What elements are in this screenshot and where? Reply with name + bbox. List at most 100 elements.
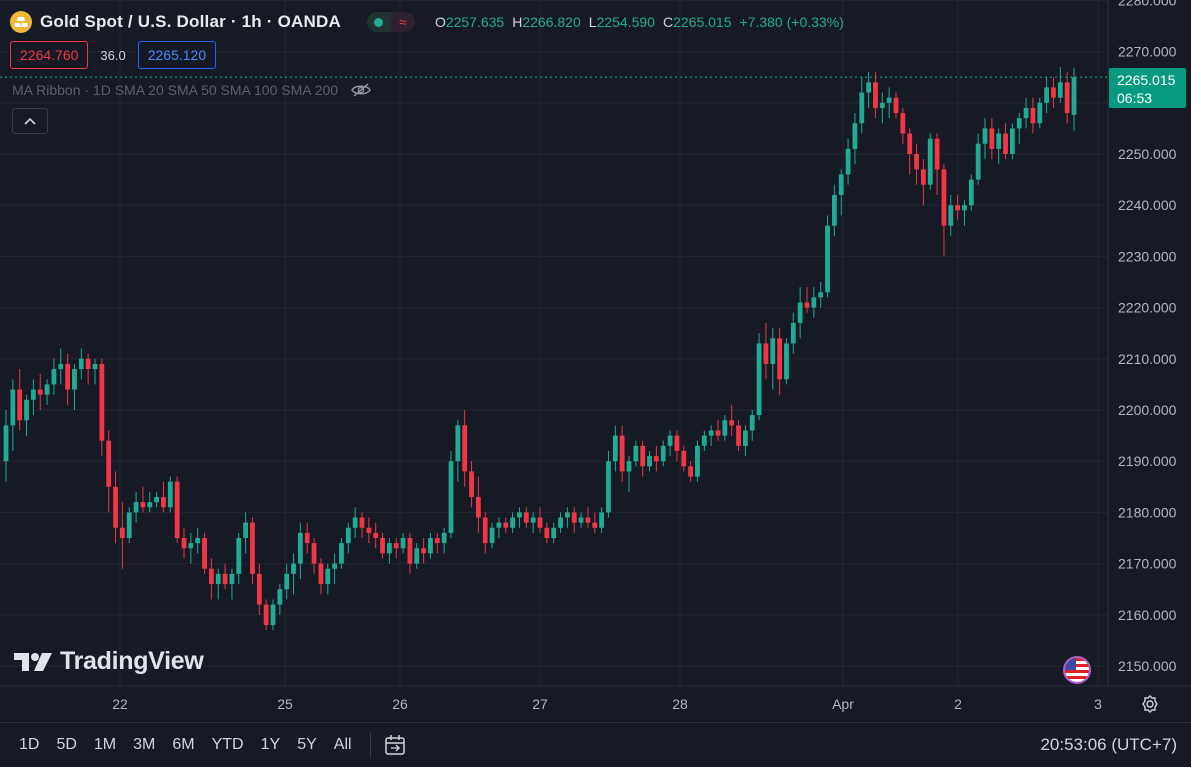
- sell-button[interactable]: 2264.760: [10, 41, 89, 69]
- candle-body: [907, 133, 913, 154]
- symbol-header: Gold Spot / U.S. Dollar · 1h · OANDA ≈ O…: [10, 10, 844, 34]
- candle-body: [174, 481, 180, 538]
- low-value: 2254.590: [596, 14, 655, 30]
- candle-body: [277, 589, 283, 605]
- candle-body: [653, 456, 659, 462]
- range-1m-button[interactable]: 1M: [93, 736, 117, 753]
- hide-eye-icon[interactable]: [350, 82, 372, 98]
- candle-body: [126, 512, 132, 538]
- candle-body: [962, 205, 967, 211]
- candle-body: [914, 154, 919, 170]
- candle-body: [58, 363, 64, 370]
- range-6m-button[interactable]: 6M: [172, 736, 195, 753]
- candle-body: [448, 461, 454, 533]
- spread-value: 36.0: [100, 47, 126, 63]
- candle-body: [770, 338, 776, 364]
- data-stream-icon[interactable]: ≈: [390, 12, 415, 32]
- candle-body: [640, 445, 646, 467]
- candle-body: [304, 532, 310, 544]
- candle-body: [1009, 128, 1015, 154]
- candle-body: [893, 97, 899, 114]
- open-value: 2257.635: [445, 14, 505, 30]
- candle-body: [311, 543, 317, 564]
- candle-body: [544, 527, 550, 538]
- us-flag-icon[interactable]: [1063, 656, 1091, 684]
- candle-body: [291, 563, 296, 574]
- candle-body: [900, 113, 906, 134]
- candle-body: [701, 435, 707, 446]
- date-range-icon[interactable]: [383, 733, 407, 757]
- candle-body: [24, 399, 29, 421]
- candle-body: [1003, 133, 1008, 154]
- range-5d-button[interactable]: 5D: [56, 736, 77, 753]
- candle-body: [1051, 87, 1056, 98]
- gear-icon[interactable]: [1140, 694, 1160, 714]
- x-tick-label: Apr: [832, 696, 854, 712]
- market-open-icon[interactable]: [366, 12, 391, 32]
- low-key: L: [588, 14, 597, 30]
- candle-body: [489, 527, 495, 544]
- candle-body: [229, 573, 235, 585]
- candle-body: [571, 512, 577, 523]
- price-chart[interactable]: 2150.000 2160.000 2170.000 2180.000 2190.000…: [0, 0, 1191, 722]
- range-1y-button[interactable]: 1Y: [260, 736, 281, 753]
- candle-body: [434, 538, 440, 544]
- range-5y-button[interactable]: 5Y: [297, 736, 317, 753]
- range-ytd-button[interactable]: YTD: [211, 736, 244, 753]
- candle-body: [352, 517, 358, 528]
- candle-body: [695, 445, 700, 477]
- candle-body: [188, 543, 194, 549]
- candle-body: [517, 512, 522, 518]
- collapse-legend-button[interactable]: [12, 108, 48, 134]
- candle-body: [879, 102, 885, 108]
- candle-body: [400, 538, 406, 549]
- candle-body: [167, 481, 173, 508]
- candle-body: [996, 133, 1002, 149]
- candle-body: [270, 604, 276, 626]
- candle-body: [968, 179, 974, 206]
- y-tick-label: 2240.000: [1118, 197, 1177, 213]
- candle-body: [78, 358, 84, 370]
- candle-body: [147, 502, 153, 508]
- buy-button[interactable]: 2265.120: [137, 41, 217, 69]
- candle-body: [140, 502, 146, 508]
- time-axis[interactable]: 22 25 26 27 28 Apr 2 3: [0, 685, 1191, 712]
- clock-timezone[interactable]: 20:53:06 (UTC+7): [1040, 735, 1177, 754]
- candle-body: [332, 563, 338, 569]
- candle-body: [729, 420, 735, 426]
- candle-body: [475, 497, 481, 518]
- symbol-title[interactable]: Gold Spot / U.S. Dollar · 1h · OANDA: [40, 12, 341, 31]
- candle-body: [674, 435, 680, 451]
- candle-body: [462, 425, 468, 472]
- indicator-legend[interactable]: MA Ribbon · 1D SMA 20 SMA 50 SMA 100 SMA…: [12, 82, 372, 98]
- candle-body: [113, 486, 118, 528]
- candle-body: [633, 445, 639, 462]
- candle-body: [873, 82, 878, 108]
- range-1d-button[interactable]: 1D: [19, 736, 40, 753]
- candle-body: [325, 568, 331, 585]
- candle-body: [708, 430, 714, 436]
- y-tick-label: 2200.000: [1118, 402, 1177, 418]
- candle-body: [407, 538, 413, 564]
- candle-body: [825, 225, 830, 293]
- range-all-button[interactable]: All: [333, 736, 352, 753]
- tradingview-logo-icon: [14, 652, 52, 671]
- candle-body: [756, 343, 762, 416]
- range-3m-button[interactable]: 3M: [133, 736, 156, 753]
- status-pills: ≈: [366, 12, 415, 32]
- candle-body: [414, 548, 420, 564]
- y-tick-label: 2230.000: [1118, 248, 1177, 264]
- candle-body: [222, 573, 228, 585]
- close-value: 2265.015: [673, 14, 732, 30]
- candle-body: [10, 389, 16, 426]
- candle-body: [537, 517, 543, 528]
- high-value: 2266.820: [522, 14, 581, 30]
- candle-body: [564, 512, 570, 518]
- candle-body: [845, 148, 851, 175]
- candle-body: [1037, 102, 1043, 124]
- x-tick-label: 25: [277, 696, 293, 712]
- candle-body: [421, 548, 427, 554]
- candle-body: [37, 389, 43, 395]
- candle-body: [989, 128, 995, 149]
- candle-body: [592, 522, 598, 528]
